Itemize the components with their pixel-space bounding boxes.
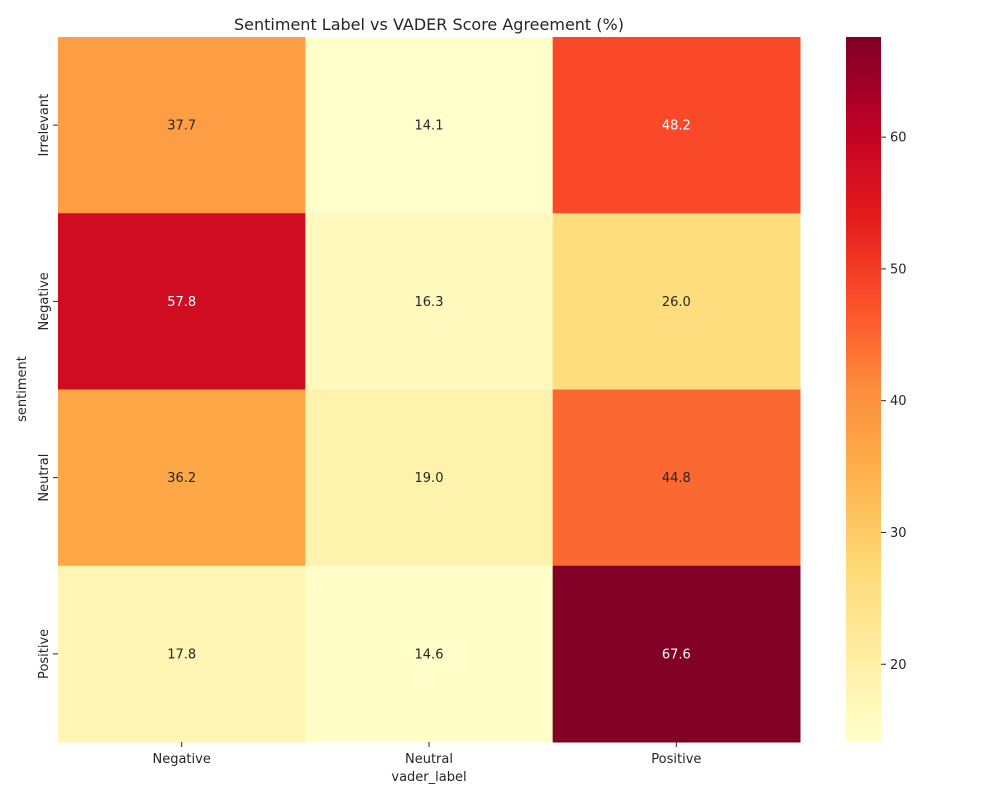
- x-axis-label: vader_label: [391, 770, 466, 785]
- cell-annotation: 19.0: [415, 471, 444, 486]
- heatmap-cell: [552, 565, 801, 743]
- colorbar-tick-label: 40: [890, 394, 907, 409]
- colorbar-tick-label: 30: [890, 526, 907, 541]
- heatmap-cell: [58, 389, 306, 567]
- cell-annotation: 44.8: [662, 471, 691, 486]
- colorbar-tick-label: 20: [890, 658, 907, 673]
- heatmap-cell: [552, 389, 801, 567]
- y-tick-label: Neutral: [37, 454, 52, 502]
- y-axis: Irrelevant Negative Neutral Positive: [37, 94, 58, 679]
- cell-annotation: 67.6: [662, 647, 691, 662]
- x-tick-label: Neutral: [405, 752, 453, 767]
- x-axis: Negative Neutral Positive: [152, 742, 701, 767]
- heatmap-cell: [58, 213, 306, 390]
- heatmap-cell: [58, 37, 306, 214]
- cell-annotation: 36.2: [167, 471, 196, 486]
- heatmap-cell: [305, 213, 554, 390]
- heatmap-cell: [552, 213, 801, 390]
- heatmap-cell: [305, 389, 554, 567]
- heatmap-cell: [305, 37, 554, 214]
- y-tick-label: Positive: [37, 629, 52, 679]
- colorbar-gradient: [846, 37, 881, 742]
- chart-title: Sentiment Label vs VADER Score Agreement…: [234, 15, 624, 34]
- cell-annotation: 57.8: [167, 295, 196, 310]
- cell-annotation: 14.1: [415, 119, 444, 134]
- y-axis-label: sentiment: [15, 356, 30, 422]
- colorbar-tick-label: 60: [890, 131, 907, 146]
- cell-annotation: 17.8: [167, 647, 196, 662]
- x-tick-label: Positive: [651, 752, 701, 767]
- heatmap-cell: [552, 37, 801, 214]
- y-tick-label: Negative: [37, 272, 52, 330]
- cell-annotation: 48.2: [662, 119, 691, 134]
- y-tick-label: Irrelevant: [37, 94, 52, 157]
- cell-annotation: 14.6: [415, 647, 444, 662]
- heatmap-cell: [305, 565, 554, 743]
- colorbar: 20 30 40 50 60: [846, 37, 907, 742]
- cell-annotation: 37.7: [167, 119, 196, 134]
- heatmap-cells: [58, 37, 801, 743]
- cell-annotations: 37.7 14.1 48.2 57.8 16.3 26.0 36.2 19.0 44.8 17.8…: [167, 119, 691, 663]
- x-tick-label: Negative: [152, 752, 210, 767]
- heatmap-cell: [58, 565, 306, 743]
- cell-annotation: 16.3: [415, 295, 444, 310]
- cell-annotation: 26.0: [662, 295, 691, 310]
- colorbar-tick-label: 50: [890, 262, 907, 277]
